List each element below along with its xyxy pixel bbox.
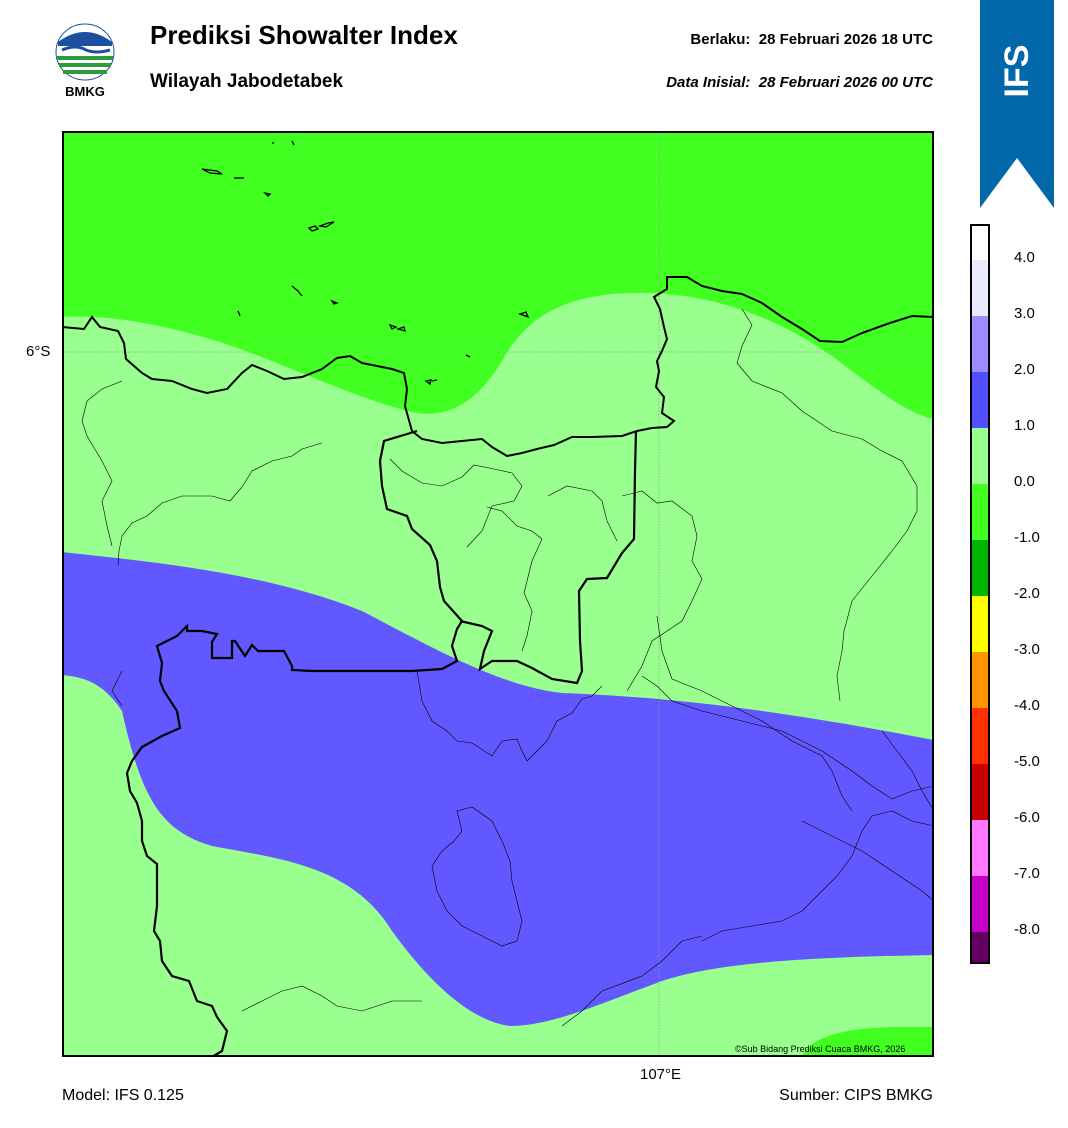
colorbar-swatch: [970, 932, 990, 964]
dki-boundary: [459, 430, 638, 685]
init-time-label: Data Inisial: 28 Februari 2026 00 UTC: [666, 74, 933, 91]
colorbar-swatch: [970, 764, 990, 820]
district-boundaries: [81, 308, 934, 1027]
colorbar-swatch-top: [970, 224, 990, 260]
colorbar-tick-label: 0.0: [1014, 473, 1035, 490]
colorbar-swatch: [970, 876, 990, 932]
page-subtitle: Wilayah Jabodetabek: [150, 71, 344, 92]
colorbar-tick-label: 2.0: [1014, 361, 1035, 378]
colorbar-swatch: [970, 708, 990, 764]
colorbar-tick-label: 3.0: [1014, 305, 1035, 322]
colorbar-tick-label: -8.0: [1014, 921, 1040, 938]
thousand-islands: [201, 140, 530, 386]
colorbar-swatch: [970, 260, 990, 316]
colorbar-swatch: [970, 540, 990, 596]
colorbar-swatch: [970, 596, 990, 652]
longitude-tick-label: 107°E: [640, 1066, 682, 1083]
colorbar-tick-label: -5.0: [1014, 753, 1040, 770]
region-bright-green-southeast: [802, 1027, 934, 1057]
colorbar-frame: [970, 224, 990, 964]
copyright-text: ©Sub Bidang Prediksi Cuaca BMKG, 2026: [735, 1044, 906, 1054]
ribbon-shape-icon: [980, 0, 1054, 208]
colorbar-tick-label: -4.0: [1014, 697, 1040, 714]
colorbar-tick-label: -2.0: [1014, 585, 1040, 602]
model-ribbon: IFS: [980, 0, 1054, 210]
region-blue-band: [62, 552, 934, 1026]
region-bright-green-north: [62, 131, 934, 419]
colorbar-swatch: [970, 372, 990, 428]
coastline: [62, 276, 934, 458]
ribbon-label: IFS: [997, 44, 1036, 98]
colorbar-swatch: [970, 652, 990, 708]
colorbar-tick-label: -6.0: [1014, 809, 1040, 826]
map-panel: [62, 131, 934, 1057]
bmkg-emblem-icon: [55, 23, 115, 81]
provincial-boundary: [125, 429, 464, 1057]
map-frame: [62, 131, 934, 1057]
colorbar: [970, 224, 990, 964]
colorbar-swatch: [970, 484, 990, 540]
source-label: Sumber: CIPS BMKG: [779, 1087, 933, 1104]
colorbar-tick-label: 4.0: [1014, 249, 1035, 266]
page-title: Prediksi Showalter Index: [150, 20, 458, 50]
logo-text: BMKG: [65, 84, 105, 99]
model-label: Model: IFS 0.125: [62, 1087, 184, 1104]
latitude-tick-label: 6°S: [26, 343, 51, 360]
bmkg-logo: BMKG: [52, 20, 118, 102]
colorbar-tick-label: -3.0: [1014, 641, 1040, 658]
colorbar-swatch: [970, 428, 990, 484]
colorbar-tick-label: 1.0: [1014, 417, 1035, 434]
colorbar-swatch: [970, 316, 990, 372]
valid-time-label: Berlaku: 28 Februari 2026 18 UTC: [690, 31, 933, 48]
colorbar-swatch: [970, 820, 990, 876]
colorbar-tick-label: -7.0: [1014, 865, 1040, 882]
colorbar-tick-label: -1.0: [1014, 529, 1040, 546]
